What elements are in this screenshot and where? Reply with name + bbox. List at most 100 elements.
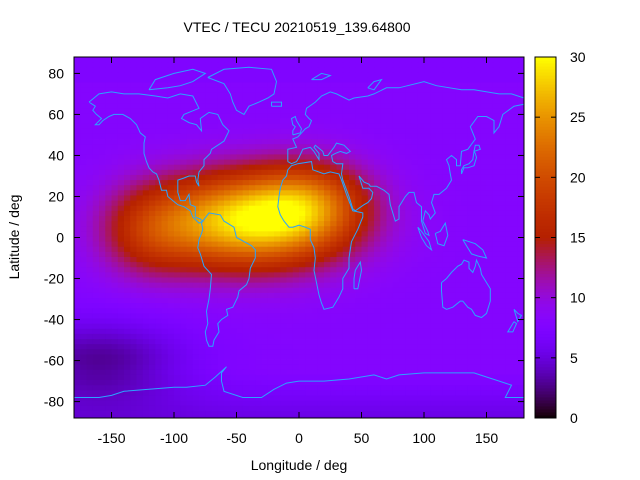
heatmap-cell [174,395,181,401]
heatmap-cell [355,128,362,135]
heatmap-cell [367,344,375,350]
heatmap-cell [149,328,156,335]
heatmap-cell [442,144,450,150]
heatmap-cell [424,323,431,330]
heatmap-cell [392,205,400,212]
heatmap-cell [367,108,375,114]
heatmap-cell [517,174,525,181]
heatmap-cell [399,205,406,212]
heatmap-cell [236,282,244,289]
heatmap-cell [117,380,125,386]
heatmap-cell [217,159,225,166]
heatmap-cell [461,92,469,99]
heatmap-cell [486,128,494,135]
heatmap-cell [230,205,237,212]
heatmap-cell [517,169,525,176]
heatmap-cell [442,308,450,314]
heatmap-cell [355,159,362,166]
heatmap-cell [411,133,419,140]
heatmap-cell [492,277,500,284]
heatmap-cell [305,308,312,314]
heatmap-cell [424,185,431,191]
heatmap-cell [436,333,444,340]
heatmap-cell [386,164,394,171]
heatmap-cell [311,323,319,330]
heatmap-cell [211,164,219,171]
heatmap-cell [311,400,319,407]
heatmap-cell [199,303,206,309]
heatmap-cell [130,308,137,314]
heatmap-cell [442,374,450,381]
heatmap-cell [511,185,519,191]
heatmap-cell [467,190,475,196]
heatmap-cell [499,256,506,263]
heatmap-cell [92,180,100,186]
heatmap-cell [305,77,312,84]
heatmap-cell [242,87,250,94]
heatmap-cell [517,221,525,227]
heatmap-cell [467,303,475,309]
heatmap-cell [86,292,94,299]
heatmap-cell [217,221,225,227]
heatmap-cell [455,159,462,166]
heatmap-cell [424,226,431,232]
heatmap-cell [399,390,406,396]
heatmap-cell [117,57,125,63]
heatmap-cell [286,133,294,140]
heatmap-cell [511,282,519,289]
heatmap-cell [267,164,275,171]
heatmap-cell [517,262,525,268]
heatmap-cell [430,144,437,150]
heatmap-cell [99,359,106,366]
heatmap-cell [199,262,206,268]
heatmap-cell [280,210,287,217]
heatmap-cell [349,282,356,289]
heatmap-cell [361,190,369,196]
heatmap-cell [99,231,106,237]
heatmap-cell [124,144,131,150]
heatmap-cell [424,149,431,155]
heatmap-cell [267,328,275,335]
heatmap-cell [286,98,294,104]
heatmap-cell [292,344,300,350]
heatmap-cell [274,190,281,196]
heatmap-cell [211,133,219,140]
heatmap-cell [199,333,206,340]
heatmap-cell [430,190,437,196]
heatmap-cell [405,303,412,309]
heatmap-cell [149,395,156,401]
heatmap-cell [480,139,487,145]
heatmap-cell [424,87,431,94]
heatmap-cell [155,267,162,273]
heatmap-cell [424,405,431,412]
heatmap-cell [117,374,125,381]
heatmap-cell [261,57,269,63]
heatmap-cell [499,123,506,130]
heatmap-cell [142,174,150,181]
heatmap-cell [349,133,356,140]
heatmap-cell [186,139,194,145]
heatmap-cell [467,57,475,63]
heatmap-cell [411,282,419,289]
heatmap-cell [411,139,419,145]
heatmap-cell [417,380,425,386]
heatmap-cell [80,400,87,407]
heatmap-cell [330,231,337,237]
heatmap-cell [236,77,244,84]
heatmap-cell [392,390,400,396]
heatmap-cell [211,292,219,299]
heatmap-cell [380,92,387,99]
heatmap-cell [124,385,131,391]
heatmap-cell [149,236,156,242]
heatmap-cell [236,57,244,63]
heatmap-cell [480,195,487,201]
heatmap-cell [230,231,237,237]
heatmap-cell [261,344,269,350]
heatmap-cell [436,108,444,114]
heatmap-cell [236,251,244,258]
heatmap-cell [267,62,275,68]
heatmap-cell [105,77,112,84]
heatmap-cell [217,385,225,391]
heatmap-cell [230,169,237,176]
heatmap-cell [411,77,419,84]
